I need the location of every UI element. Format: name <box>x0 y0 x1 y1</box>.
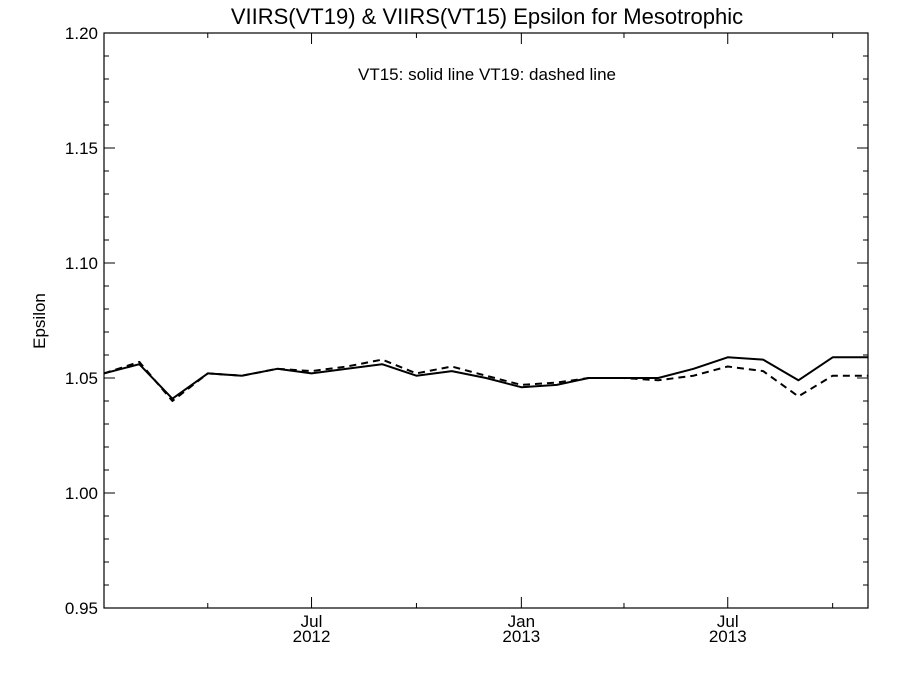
series-group <box>104 356 868 402</box>
x-tick-label-month: Jan <box>508 612 535 631</box>
x-tick-label-year: 2013 <box>709 627 747 646</box>
legend-annotation: VT15: solid line VT19: dashed line <box>358 65 616 84</box>
y-tick-label: 1.20 <box>65 24 98 43</box>
x-tick-label-year: 2012 <box>293 627 331 646</box>
y-tick-label: 1.15 <box>65 139 98 158</box>
series-line-vt15 <box>104 356 868 400</box>
y-tick-label: 0.95 <box>65 599 98 618</box>
x-tick-label-year: 2013 <box>502 627 540 646</box>
chart-title: VIIRS(VT19) & VIIRS(VT15) Epsilon for Me… <box>231 4 743 29</box>
y-tick-label: 1.00 <box>65 484 98 503</box>
y-tick-label: 1.05 <box>65 369 98 388</box>
y-tick-label: 1.10 <box>65 254 98 273</box>
series-line-vt19 <box>104 358 868 402</box>
y-axis-label: Epsilon <box>30 293 49 349</box>
x-tick-label-month: Jul <box>301 612 323 631</box>
x-tick-label-month: Jul <box>717 612 739 631</box>
axes: 0.951.001.051.101.151.20Jul2012Jan2013Ju… <box>65 24 868 646</box>
plot-frame <box>103 32 869 609</box>
